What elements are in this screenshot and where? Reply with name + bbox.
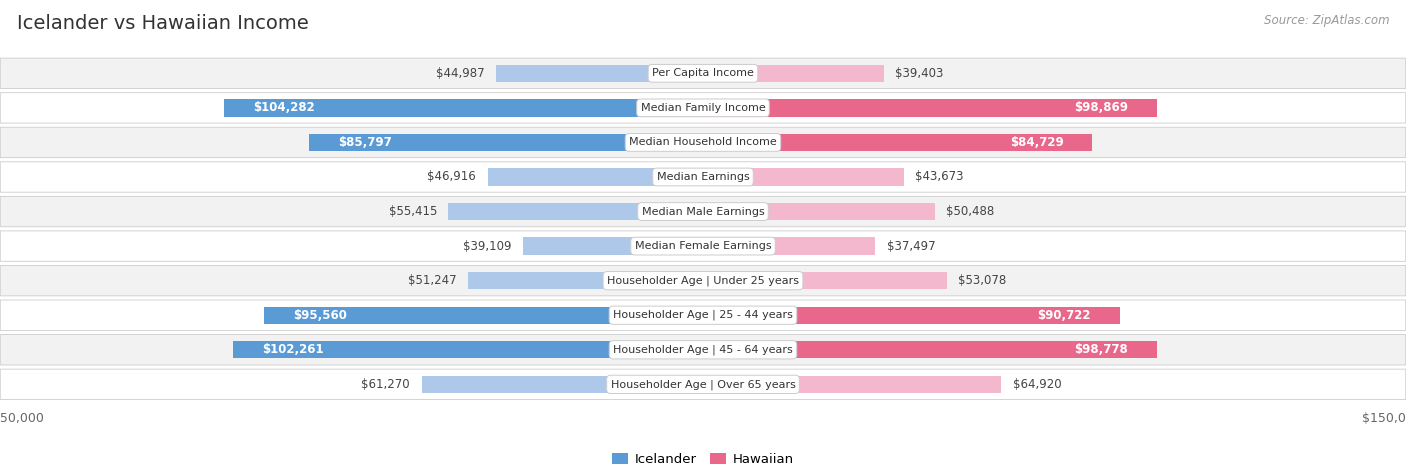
Bar [488,168,703,185]
Text: Median Earnings: Median Earnings [657,172,749,182]
Text: Median Female Earnings: Median Female Earnings [634,241,772,251]
Bar [468,272,703,289]
Text: $43,673: $43,673 [915,170,963,184]
FancyBboxPatch shape [0,127,1406,158]
Bar [703,168,904,185]
Bar [224,99,703,116]
FancyBboxPatch shape [0,58,1406,89]
Text: Householder Age | 25 - 44 years: Householder Age | 25 - 44 years [613,310,793,320]
Bar [703,64,884,82]
FancyBboxPatch shape [0,300,1406,331]
Text: Median Household Income: Median Household Income [628,137,778,148]
Bar [523,237,703,255]
FancyBboxPatch shape [0,334,1406,365]
Text: $39,403: $39,403 [896,67,943,80]
Text: $51,247: $51,247 [408,274,456,287]
Legend: Icelander, Hawaiian: Icelander, Hawaiian [607,447,799,467]
Text: $104,282: $104,282 [253,101,315,114]
Text: Source: ZipAtlas.com: Source: ZipAtlas.com [1264,14,1389,27]
Bar [703,375,1001,393]
Text: $50,488: $50,488 [946,205,994,218]
Text: $98,869: $98,869 [1074,101,1129,114]
FancyBboxPatch shape [0,231,1406,262]
Bar [703,203,935,220]
Bar [703,272,946,289]
Bar [703,237,875,255]
Text: Householder Age | Under 25 years: Householder Age | Under 25 years [607,276,799,286]
Text: $98,778: $98,778 [1074,343,1128,356]
Bar [703,306,1119,324]
Text: Householder Age | Over 65 years: Householder Age | Over 65 years [610,379,796,389]
Text: $55,415: $55,415 [388,205,437,218]
Text: $84,729: $84,729 [1010,136,1063,149]
Text: Median Family Income: Median Family Income [641,103,765,113]
Bar [264,306,703,324]
Bar [449,203,703,220]
Text: $44,987: $44,987 [436,67,485,80]
Bar [703,134,1092,151]
FancyBboxPatch shape [0,92,1406,123]
FancyBboxPatch shape [0,265,1406,296]
Text: $64,920: $64,920 [1012,378,1062,391]
FancyBboxPatch shape [0,369,1406,400]
Bar [496,64,703,82]
Text: $46,916: $46,916 [427,170,477,184]
FancyBboxPatch shape [0,162,1406,192]
Bar [703,99,1157,116]
Bar [422,375,703,393]
Text: Median Male Earnings: Median Male Earnings [641,206,765,217]
Bar [309,134,703,151]
Text: $37,497: $37,497 [887,240,935,253]
Text: $85,797: $85,797 [337,136,391,149]
Text: Per Capita Income: Per Capita Income [652,68,754,78]
Text: $53,078: $53,078 [959,274,1007,287]
Text: $102,261: $102,261 [262,343,323,356]
Text: $39,109: $39,109 [464,240,512,253]
Text: Icelander vs Hawaiian Income: Icelander vs Hawaiian Income [17,14,309,33]
Text: $61,270: $61,270 [361,378,411,391]
Bar [233,341,703,359]
Bar [703,341,1157,359]
Text: $95,560: $95,560 [292,309,347,322]
Text: $90,722: $90,722 [1038,309,1091,322]
FancyBboxPatch shape [0,196,1406,227]
Text: Householder Age | 45 - 64 years: Householder Age | 45 - 64 years [613,345,793,355]
